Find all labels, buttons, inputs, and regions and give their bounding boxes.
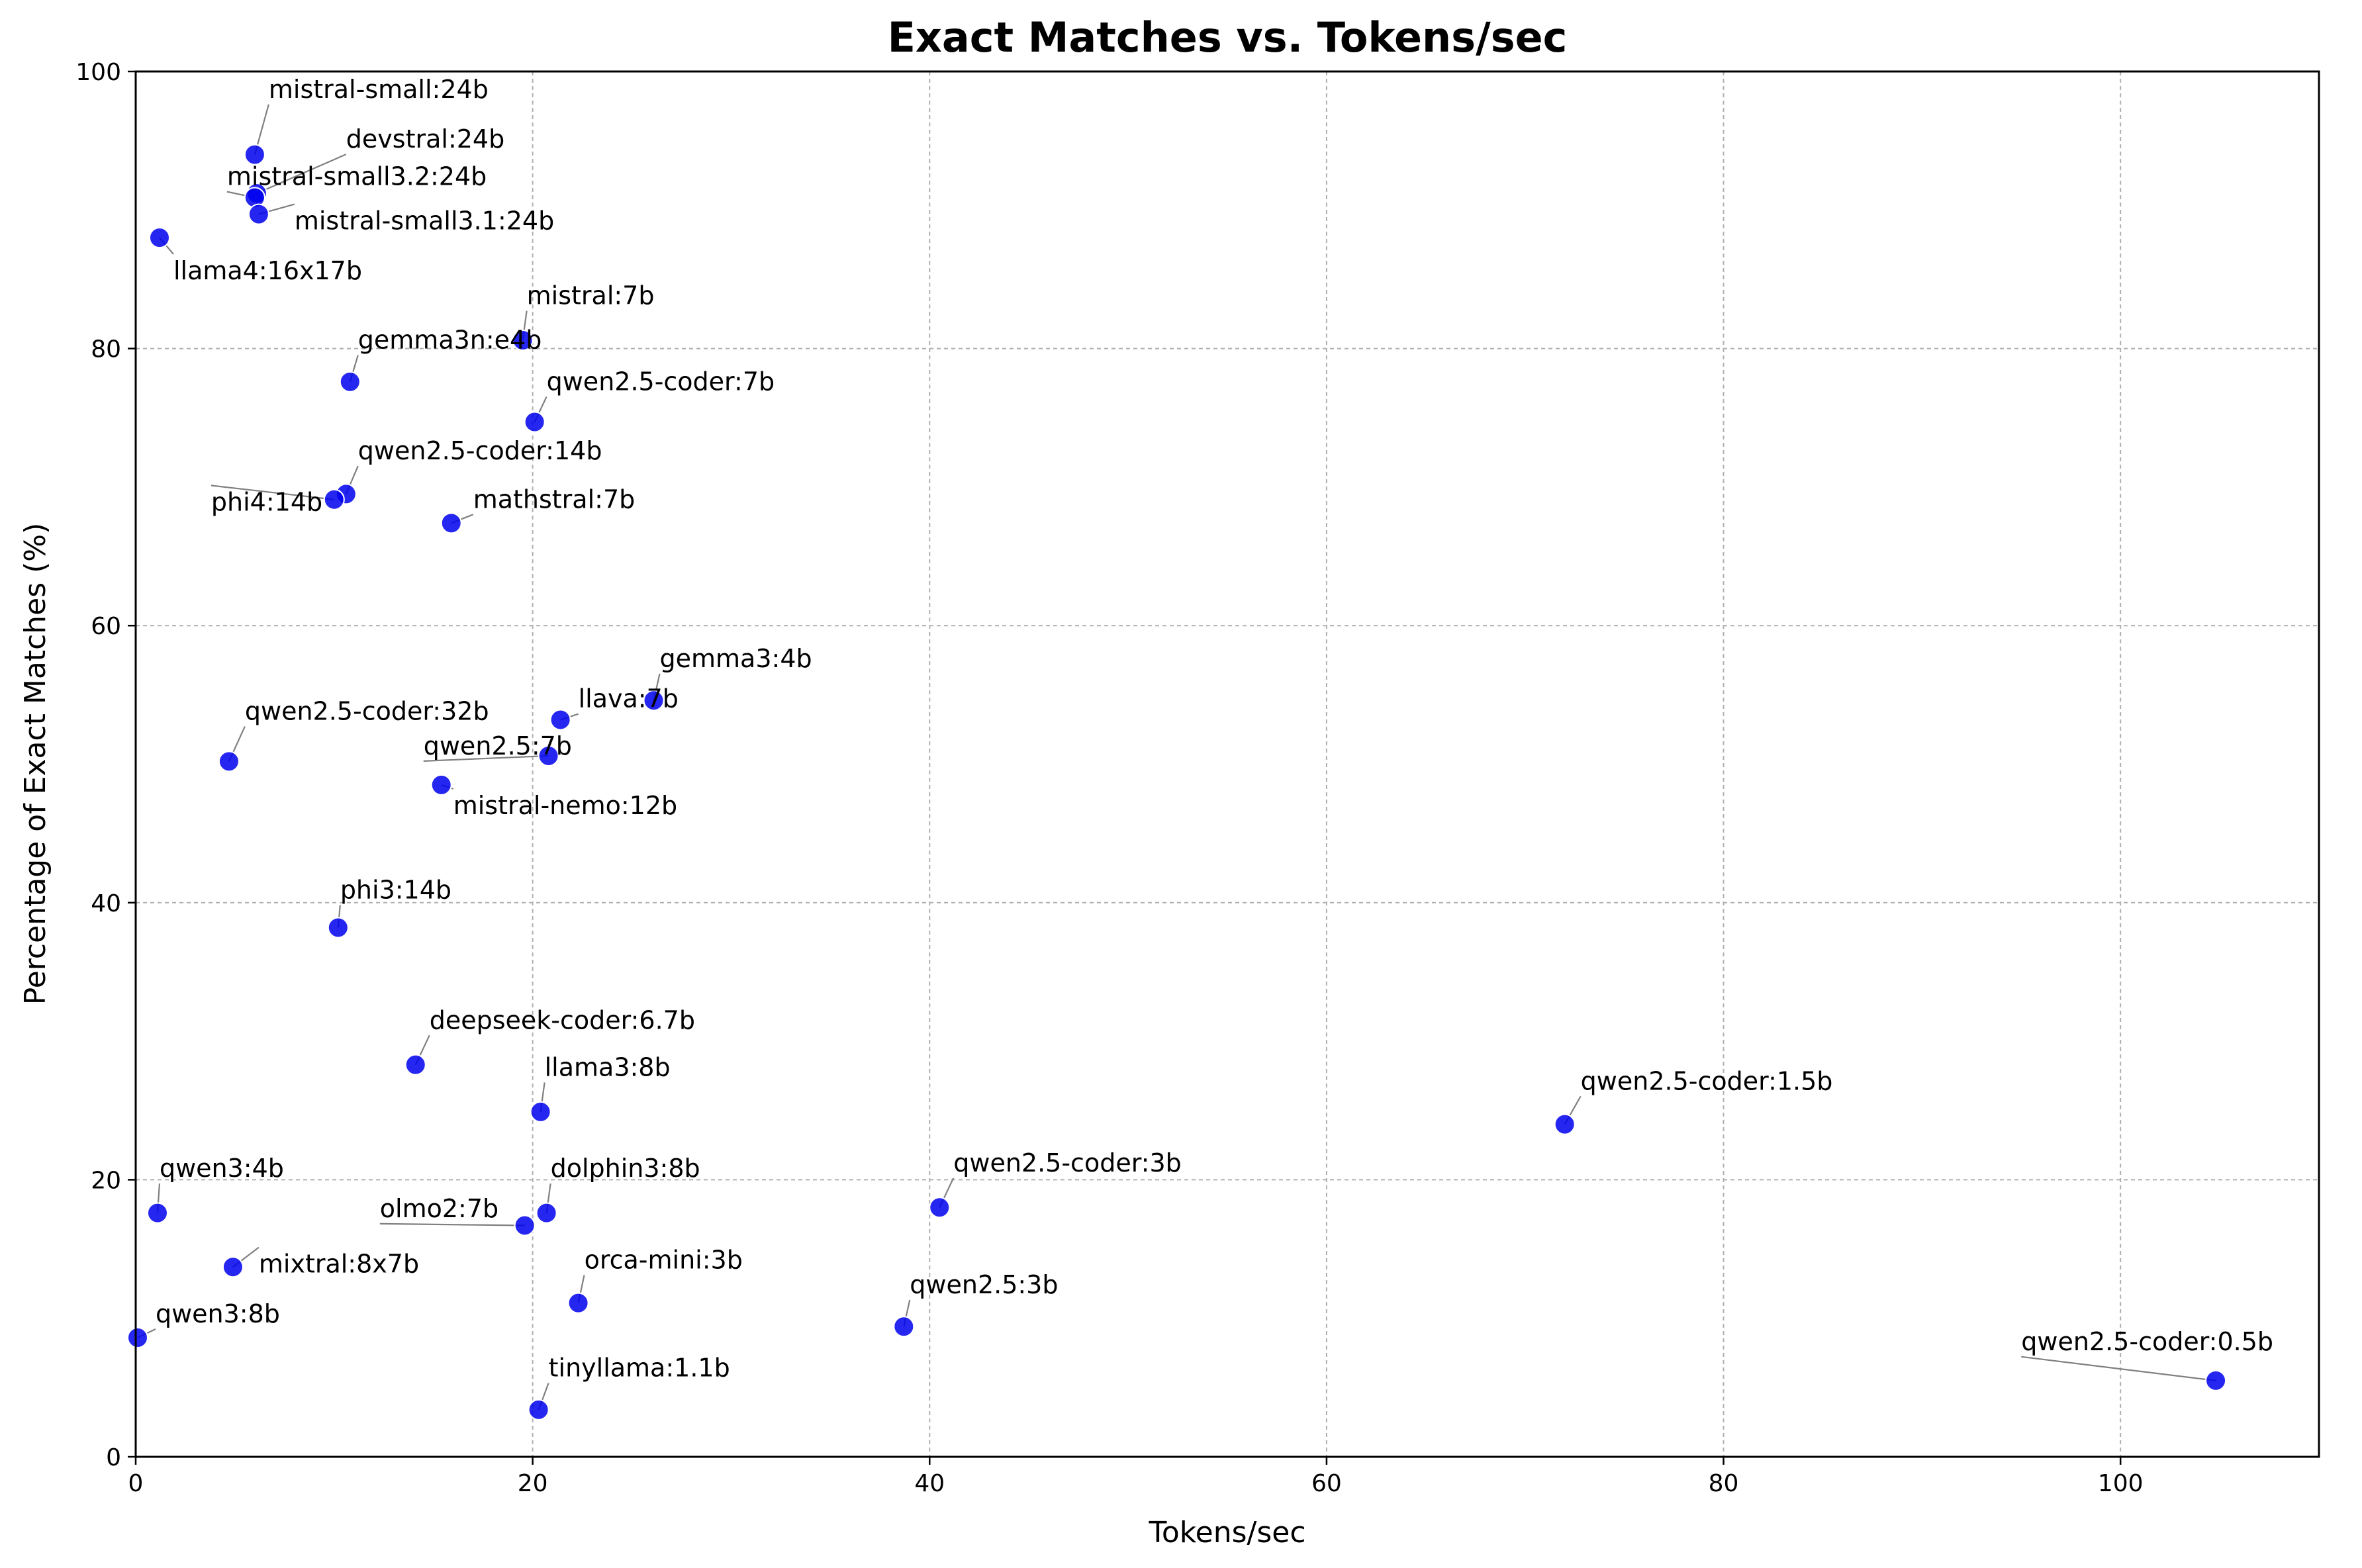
data-point [218, 751, 240, 772]
data-point [430, 774, 452, 796]
x-tick-label: 100 [2098, 1470, 2144, 1497]
data-point [148, 227, 170, 249]
data-point-label: mixtral:8x7b [259, 1250, 419, 1279]
y-axis-label: Percentage of Exact Matches (%) [19, 523, 52, 1005]
data-point [404, 1054, 426, 1076]
data-point [126, 1327, 148, 1349]
chart-title: Exact Matches vs. Tokens/sec [888, 13, 1568, 62]
plot-frame [134, 70, 2320, 1458]
axis-ticks: 0 20 40 60 80 100 0 20 40 60 80 100 [75, 59, 2143, 1497]
data-point-label: devstral:24b [346, 124, 504, 154]
data-point [2205, 1369, 2227, 1391]
data-point-label: mistral-nemo:12b [453, 791, 677, 820]
data-point [222, 1256, 244, 1278]
data-point [524, 411, 545, 433]
label-connector [379, 1222, 525, 1226]
data-point-label: mistral:7b [527, 281, 655, 310]
data-point-label: qwen2.5-coder:14b [358, 436, 602, 465]
data-point-label: mistral-small3.2:24b [227, 162, 487, 191]
grid-lines [136, 71, 2319, 1457]
data-point-label: llava:7b [579, 684, 679, 714]
data-point [893, 1316, 915, 1338]
x-axis-label: Tokens/sec [1148, 1516, 1305, 1549]
x-tick-label: 40 [914, 1470, 945, 1497]
data-point [528, 1399, 549, 1420]
data-point [530, 1101, 551, 1123]
x-tick-label: 60 [1311, 1470, 1342, 1497]
data-point-label: llama3:8b [545, 1052, 671, 1082]
data-point [339, 371, 361, 392]
data-point [512, 330, 534, 351]
data-point-label: qwen2.5:3b [910, 1270, 1058, 1299]
data-point-label: qwen2.5:7b [424, 731, 572, 761]
y-tick-label: 60 [91, 613, 121, 640]
data-point-label: dolphin3:8b [551, 1154, 700, 1183]
data-point-label: qwen2.5-coder:32b [245, 697, 489, 726]
data-point [549, 709, 571, 731]
y-tick-label: 80 [91, 336, 121, 363]
data-point [440, 512, 462, 534]
point-labels: mistral-small:24b devstral:24b mistral-sma… [156, 75, 2273, 1383]
label-connector [256, 154, 347, 195]
data-points [126, 144, 2227, 1420]
label-connector [2021, 1356, 2216, 1381]
x-tick-label: 20 [518, 1470, 548, 1497]
data-point [146, 1202, 168, 1224]
data-point [1554, 1113, 1576, 1135]
data-point [538, 745, 559, 766]
data-point-label: mistral-small:24b [269, 75, 489, 104]
data-point [327, 917, 349, 939]
data-point-label: orca-mini:3b [585, 1245, 743, 1274]
data-point-label: qwen2.5-coder:1.5b [1581, 1066, 1833, 1095]
data-point-label: llama4:16x17b [173, 256, 362, 285]
data-point-label: phi4:14b [211, 487, 322, 516]
x-tick-label: 80 [1709, 1470, 1739, 1497]
label-connector [211, 484, 334, 500]
data-point-label: mathstral:7b [473, 484, 636, 514]
data-point [244, 144, 265, 165]
y-tick-label: 100 [75, 59, 121, 86]
data-point-label: qwen2.5-coder:7b [547, 367, 775, 396]
data-point [643, 690, 665, 712]
y-tick-label: 0 [106, 1444, 121, 1471]
data-point-label: gemma3n:e4b [358, 326, 542, 355]
data-point-label: qwen3:8b [156, 1299, 280, 1328]
data-point-label: gemma3:4b [660, 644, 812, 673]
label-connector [423, 755, 549, 762]
data-point-label: deepseek-coder:6.7b [430, 1005, 695, 1035]
data-point [536, 1202, 557, 1224]
y-tick-label: 20 [91, 1167, 121, 1194]
data-point-label: qwen2.5-coder:3b [953, 1148, 1182, 1177]
data-point-label: qwen3:4b [160, 1154, 284, 1183]
y-tick-label: 40 [91, 890, 121, 917]
data-point-label: olmo2:7b [380, 1194, 498, 1223]
data-point [323, 488, 345, 510]
data-point-label: tinyllama:1.1b [549, 1354, 730, 1383]
data-point [567, 1292, 589, 1314]
x-tick-label: 0 [128, 1470, 144, 1497]
data-point-label: qwen2.5-coder:0.5b [2021, 1327, 2273, 1356]
data-point [514, 1215, 536, 1236]
data-point-label: mistral-small3.1:24b [295, 207, 554, 236]
data-point [929, 1197, 951, 1219]
data-point-label: phi3:14b [340, 876, 451, 905]
data-point [248, 203, 269, 225]
